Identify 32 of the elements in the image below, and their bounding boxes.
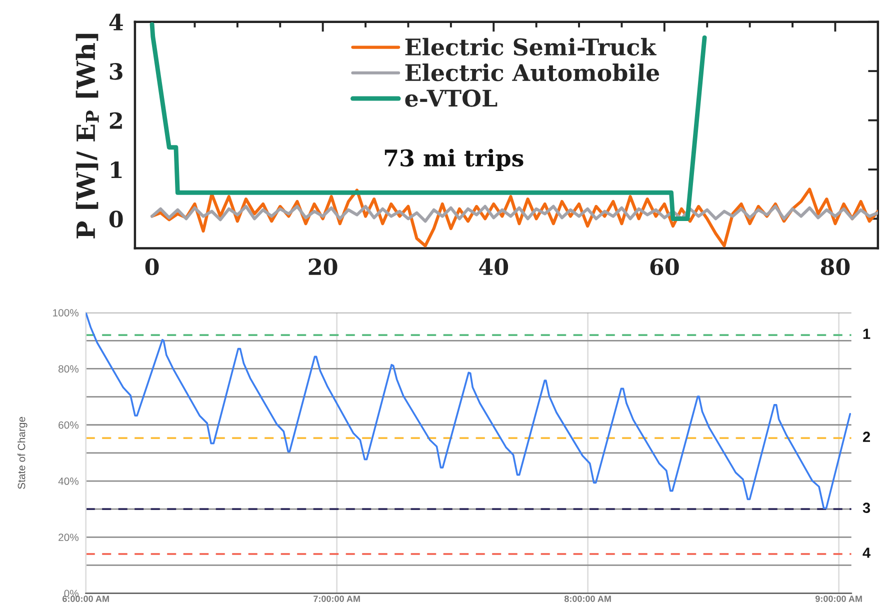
y-tick-label: 1 [111,161,122,178]
x-tick-label: 20 [308,258,338,276]
legend-label: Electric Semi-Truck [405,38,656,56]
y-tick-label: 4 [109,14,123,30]
text: 3 [862,502,870,514]
annotation: 73 mi trips [384,148,524,172]
x-tick-label: 8:00:00 AM [564,596,611,602]
y-tick-label: 2 [110,112,122,129]
legend-label: e-VTOL [405,90,498,107]
line-series [86,312,852,510]
x-tick-label: 0 [145,258,159,276]
y-axis-title: P [W]/ E$_{P}$ [Wh] [76,34,99,238]
text: 1 [863,328,870,339]
x-tick-label: 60 [650,258,679,276]
y-tick-label: 40% [58,478,79,485]
legend-label: Electric Automobile [405,64,660,82]
y-tick-label: 20% [58,534,79,542]
x-tick-label: 6:00:00 AM [62,596,109,602]
x-tick-label: 9:00:00 AM [815,596,862,602]
y-axis-title: State of Charge [18,416,28,489]
line-series [150,22,707,221]
line-series [150,204,878,223]
y-tick-label: 60% [58,421,79,429]
y-tick-label: 80% [58,365,79,373]
text: 4 [862,548,871,558]
x-tick-label: 80 [820,258,850,276]
y-tick-label: 0 [109,210,123,228]
y-tick-label: 100% [53,309,79,316]
x-tick-label: 7:00:00 AM [314,596,360,602]
text: 2 [862,432,870,442]
y-tick-label: 3 [110,63,122,80]
x-tick-label: 40 [479,258,508,276]
